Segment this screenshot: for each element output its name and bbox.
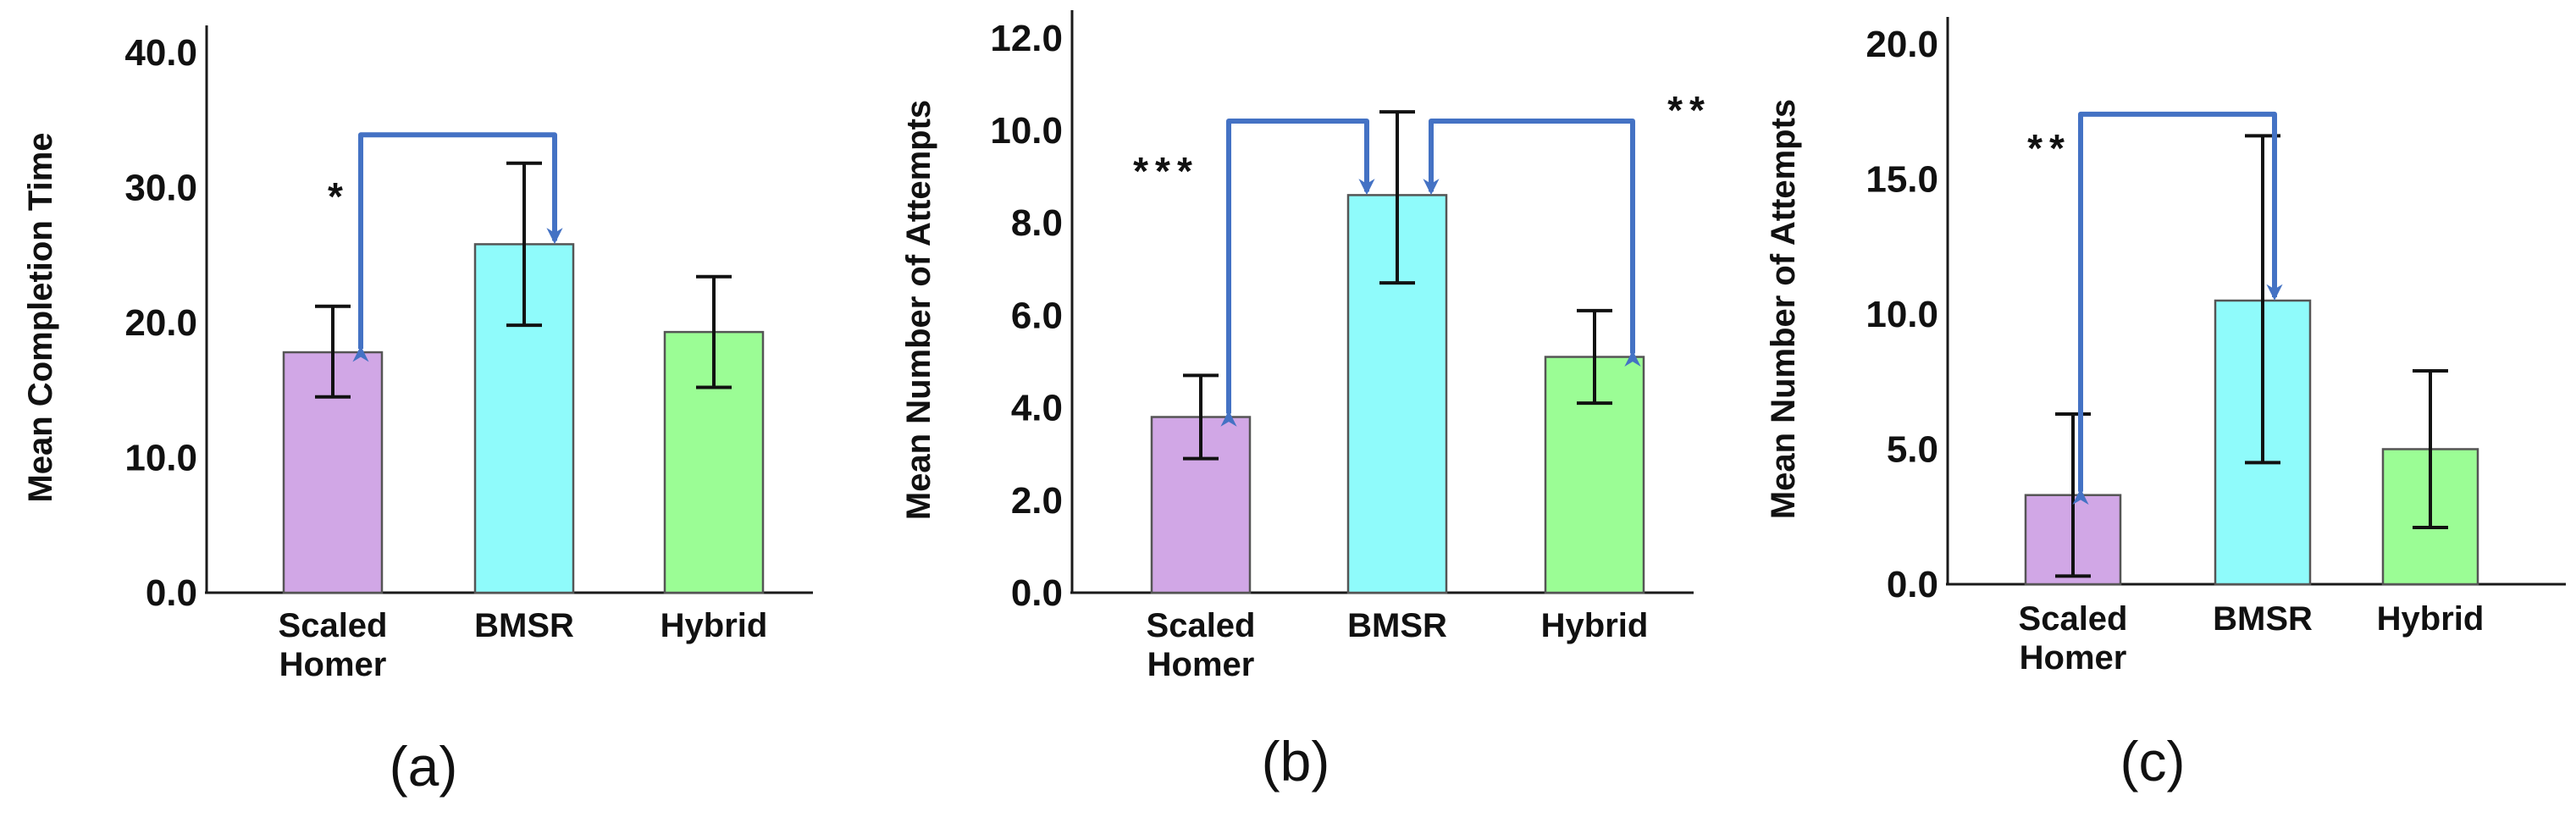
y-tick-label: 4.0 xyxy=(1011,388,1063,429)
y-tick-label: 8.0 xyxy=(1011,202,1063,244)
y-tick-label: 5.0 xyxy=(1887,428,1938,470)
y-tick-label: 6.0 xyxy=(1011,295,1063,336)
error-bar xyxy=(315,304,351,399)
significance-stars: * xyxy=(328,174,350,218)
x-tick-label: Scaled Homer xyxy=(2019,600,2128,677)
significance-arrow xyxy=(1220,119,1375,427)
significance-arrow xyxy=(1423,119,1641,367)
y-tick-label: 12.0 xyxy=(990,18,1063,59)
chart-panel-a: 0.0 10.0 20.0 30.0 40.0 Mean Completion Time S… xyxy=(22,25,813,798)
chart-panel-b: 0.0 2.0 4.0 6.0 8.0 10.0 12.0 Mean Number of At… xyxy=(900,10,1711,793)
significance-stars: ** xyxy=(1667,88,1711,132)
y-tick-label: 20.0 xyxy=(1866,24,1938,65)
y-axis-title: Mean Number of Attempts xyxy=(900,100,937,520)
significance-arrow xyxy=(352,132,563,362)
y-tick-label: 15.0 xyxy=(1866,158,1938,200)
y-tick-label: 0.0 xyxy=(1011,572,1063,614)
y-tick-label: 0.0 xyxy=(1887,564,1938,605)
y-tick-label: 2.0 xyxy=(1011,480,1063,522)
y-axis-title: Mean Number of Attempts xyxy=(1765,99,1802,519)
x-tick-label: BMSR xyxy=(1347,607,1447,644)
y-tick-label: 30.0 xyxy=(124,167,197,208)
panel-label: (b) xyxy=(1262,730,1330,793)
x-tick-label: Hybrid xyxy=(1541,607,1649,644)
x-tick-label: Scaled Homer xyxy=(279,607,388,683)
y-tick-label: 20.0 xyxy=(124,302,197,344)
error-bar xyxy=(2413,368,2448,529)
chart-panel-c: 0.0 5.0 10.0 15.0 20.0 Mean Number of Attempt… xyxy=(1765,17,2566,793)
panel-label: (a) xyxy=(390,735,458,798)
x-tick-label: Hybrid xyxy=(661,607,768,644)
significance-stars: *** xyxy=(1133,149,1199,193)
significance-stars: ** xyxy=(2027,126,2071,170)
x-tick-label: BMSR xyxy=(474,607,574,644)
error-bar xyxy=(1379,110,1415,285)
y-axis-title: Mean Completion Time xyxy=(22,132,59,502)
y-tick-label: 40.0 xyxy=(124,32,197,74)
y-tick-label: 0.0 xyxy=(146,572,197,614)
error-bar xyxy=(696,274,732,389)
y-tick-label: 10.0 xyxy=(124,437,197,478)
x-tick-label: Hybrid xyxy=(2377,600,2485,638)
significance-arrow xyxy=(2072,111,2283,505)
y-tick-label: 10.0 xyxy=(1866,294,1938,335)
y-tick-label: 10.0 xyxy=(990,110,1063,152)
error-bar xyxy=(1183,373,1219,461)
panel-label: (c) xyxy=(2120,730,2186,793)
x-tick-label: Scaled Homer xyxy=(1147,607,1256,683)
x-tick-label: BMSR xyxy=(2213,600,2313,638)
